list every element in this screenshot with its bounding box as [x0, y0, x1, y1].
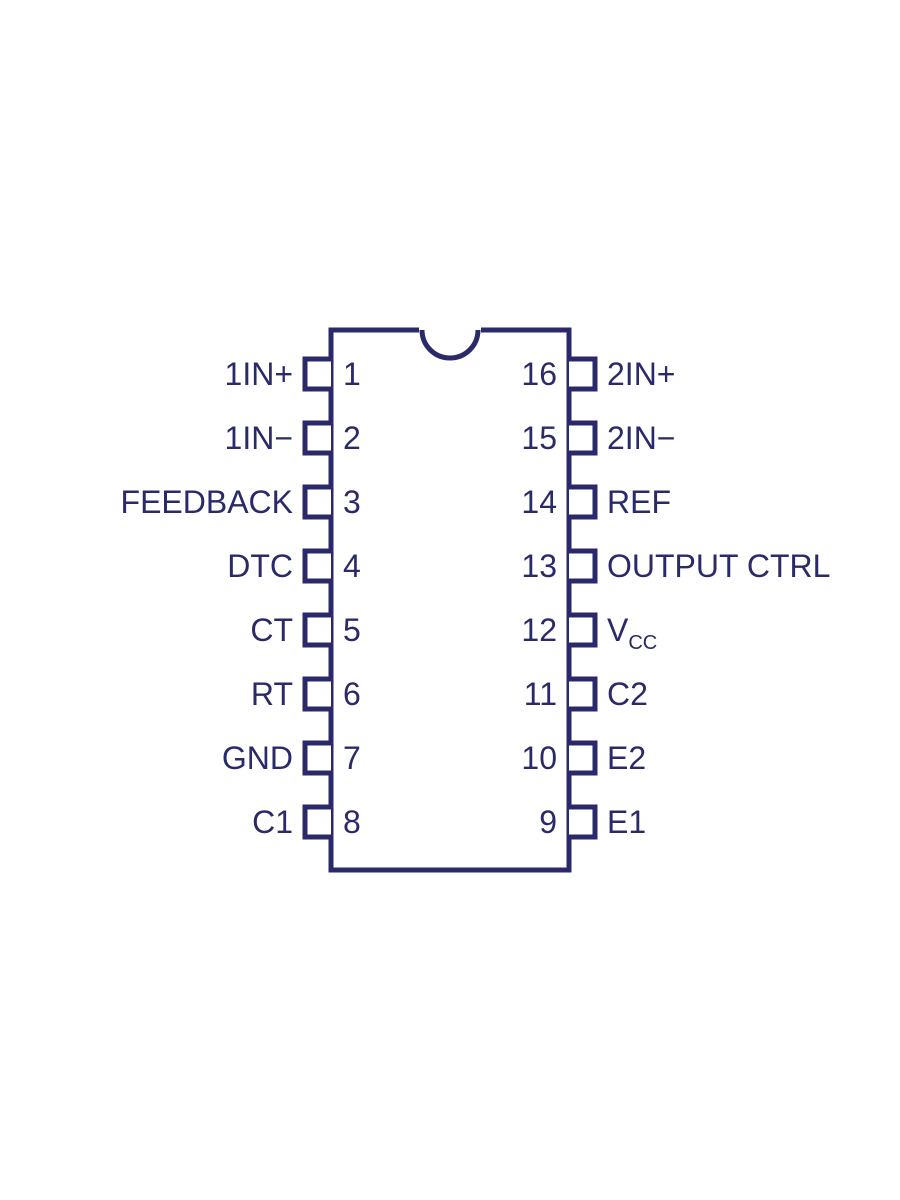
pin-label: RT — [251, 676, 293, 712]
pin-label: 2IN+ — [607, 356, 675, 392]
pin-label: C2 — [607, 676, 648, 712]
pin-label: OUTPUT CTRL — [607, 548, 830, 584]
pin-8: 8 C1 — [252, 804, 361, 840]
pin-15: 15 2IN− — [521, 420, 675, 456]
pin-label: CT — [250, 612, 293, 648]
pin-label: FEEDBACK — [121, 484, 293, 520]
pin-number: 5 — [343, 612, 361, 648]
pin-label: 2IN− — [607, 420, 675, 456]
pin-16: 16 2IN+ — [521, 356, 675, 392]
ic-pinout-diagram: 1 1IN+ 2 1IN− 3 FEEDBACK 4 DTC 5 CT 6 RT 7 GND 8 C1 16 2I… — [0, 250, 900, 950]
pin-number: 10 — [521, 740, 557, 776]
pin-5: 5 CT — [250, 612, 360, 648]
pin-10: 10 E2 — [521, 740, 646, 776]
pin-label: 1IN− — [225, 420, 293, 456]
pin-number: 8 — [343, 804, 361, 840]
pin-label: VCC — [607, 612, 657, 654]
pin-number: 3 — [343, 484, 361, 520]
pin-number: 12 — [521, 612, 557, 648]
pin-label: GND — [222, 740, 293, 776]
pin-number: 15 — [521, 420, 557, 456]
pin-label: REF — [607, 484, 671, 520]
pin-number: 14 — [521, 484, 557, 520]
pin-number: 4 — [343, 548, 361, 584]
pin-label: E2 — [607, 740, 646, 776]
pin-number: 9 — [539, 804, 557, 840]
pin-number: 6 — [343, 676, 361, 712]
pin-3: 3 FEEDBACK — [121, 484, 361, 520]
pin-number: 13 — [521, 548, 557, 584]
pin-11: 11 C2 — [524, 676, 648, 712]
pin-number: 2 — [343, 420, 361, 456]
pin-14: 14 REF — [521, 484, 671, 520]
pin-number: 7 — [343, 740, 361, 776]
pin-6: 6 RT — [251, 676, 361, 712]
pin-9: 9 E1 — [539, 804, 646, 840]
pin-label: DTC — [227, 548, 293, 584]
chip-body — [331, 330, 569, 870]
pin-12: 12 VCC — [521, 612, 657, 654]
pin-label: E1 — [607, 804, 646, 840]
pin-number: 16 — [521, 356, 557, 392]
pin-label: 1IN+ — [225, 356, 293, 392]
pin-label: C1 — [252, 804, 293, 840]
pin-number: 11 — [524, 676, 557, 712]
pin-number: 1 — [343, 356, 361, 392]
